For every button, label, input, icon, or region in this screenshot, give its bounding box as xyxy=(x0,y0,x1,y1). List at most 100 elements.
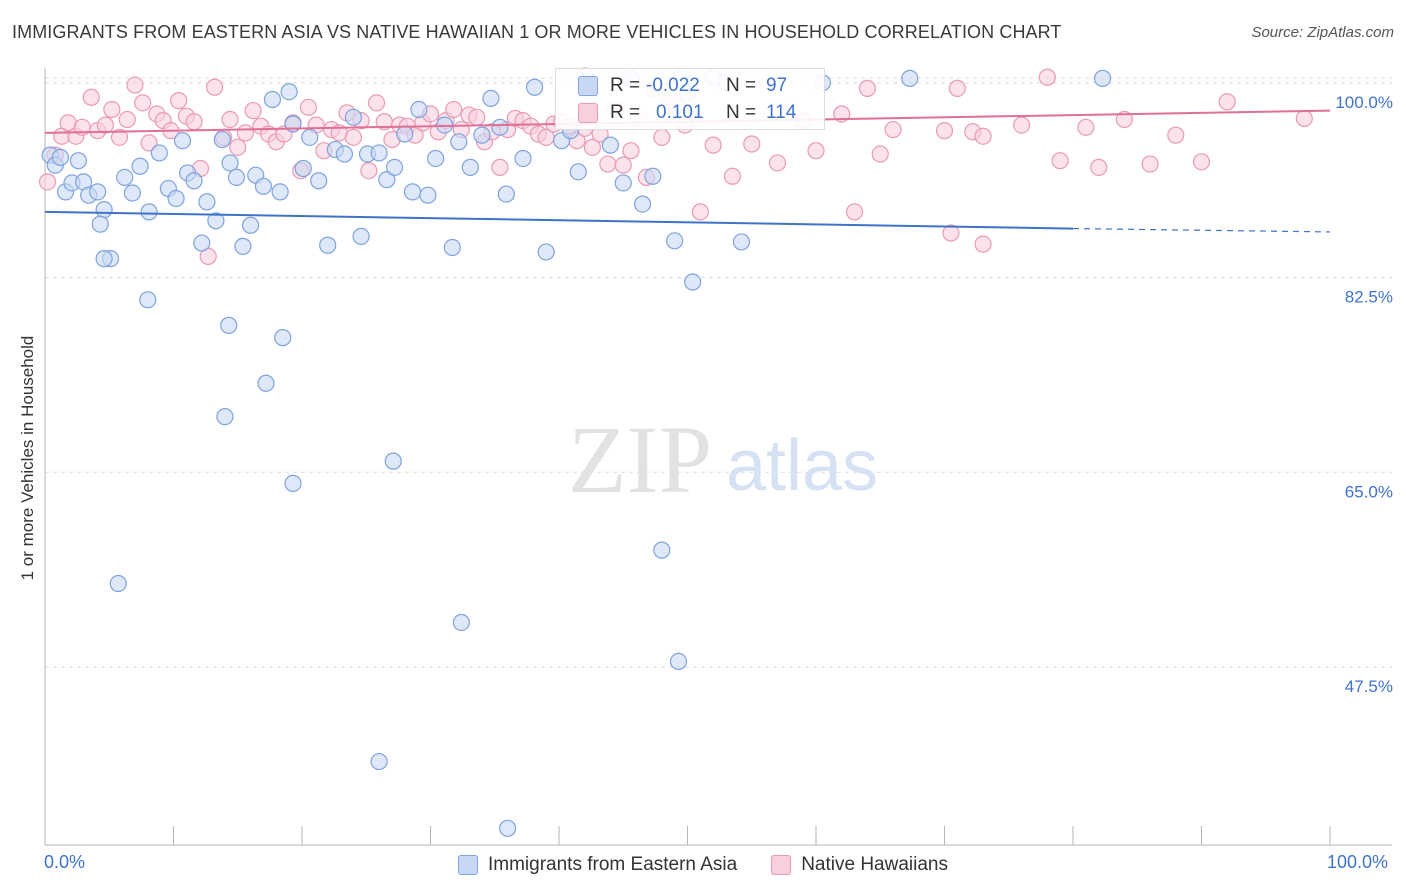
data-point xyxy=(213,130,231,149)
data-point xyxy=(170,92,188,110)
data-point xyxy=(1192,153,1211,171)
data-point xyxy=(116,168,134,186)
data-point xyxy=(845,203,864,221)
data-point xyxy=(1093,69,1112,87)
data-point xyxy=(254,177,273,195)
watermark-atlas: atlas xyxy=(726,426,878,506)
data-point xyxy=(1012,116,1031,134)
data-point xyxy=(833,105,851,123)
data-point xyxy=(82,88,100,106)
data-point xyxy=(452,613,470,632)
data-point xyxy=(263,90,282,109)
legend-swatch-pink xyxy=(771,855,792,875)
data-point xyxy=(123,184,141,202)
y-axis-label: 1 or more Vehicles in Household xyxy=(18,335,37,581)
legend-swatch-blue xyxy=(458,855,478,875)
data-point xyxy=(525,78,544,96)
data-point xyxy=(942,224,960,242)
data-point xyxy=(514,149,532,168)
data-point xyxy=(352,227,370,245)
legend-item-eastern-asia[interactable]: Immigrants from Eastern Asia xyxy=(458,854,737,876)
data-point xyxy=(69,152,88,170)
data-point xyxy=(901,69,919,87)
data-point xyxy=(335,145,354,163)
data-point xyxy=(118,110,136,129)
data-point xyxy=(468,108,486,126)
data-point xyxy=(935,122,954,140)
data-point xyxy=(1090,158,1108,176)
data-point xyxy=(234,237,252,255)
data-point xyxy=(704,136,722,154)
data-point xyxy=(110,128,129,146)
data-point xyxy=(207,212,225,230)
data-point xyxy=(126,76,144,94)
r-value: 0.101 xyxy=(656,102,704,123)
chart-title: IMMIGRANTS FROM EASTERN ASIA VS NATIVE H… xyxy=(12,22,1062,42)
data-point xyxy=(633,195,652,213)
r-label: R = xyxy=(610,102,641,123)
data-point xyxy=(229,138,247,156)
stats-row-pink: R = 0.101 N = 114 xyxy=(578,99,796,127)
data-point xyxy=(242,216,260,234)
data-point xyxy=(378,171,396,189)
grid-lines xyxy=(45,77,1392,668)
data-point xyxy=(614,156,632,174)
data-point xyxy=(1077,118,1095,136)
data-point xyxy=(271,183,289,201)
data-point xyxy=(948,79,966,97)
data-point xyxy=(301,128,319,146)
data-point xyxy=(569,163,587,181)
data-point xyxy=(1038,68,1056,86)
r-value: -0.022 xyxy=(646,75,700,96)
legend-label: Native Hawaiians xyxy=(801,854,948,875)
data-point xyxy=(732,233,751,251)
trend-line-eastern-asia-extension xyxy=(1072,227,1331,233)
data-point xyxy=(473,126,491,144)
data-point xyxy=(103,100,121,119)
data-point xyxy=(419,186,437,204)
y-tick-label: 100.0% xyxy=(1335,93,1393,112)
data-point xyxy=(871,145,889,163)
data-point xyxy=(1167,126,1185,144)
y-tick-labels: 100.0% 82.5% 65.0% 47.5% xyxy=(1335,93,1393,696)
data-point xyxy=(807,142,825,160)
axes xyxy=(44,68,1392,846)
data-point xyxy=(1295,109,1313,128)
x-tick-right: 100.0% xyxy=(1327,852,1389,872)
watermark: ZIP atlas xyxy=(568,406,878,513)
n-label: N = xyxy=(726,102,757,123)
data-point xyxy=(684,273,702,291)
stats-box: R = -0.022 N = 97 R = 0.101 N = 114 xyxy=(555,68,825,130)
data-point xyxy=(443,238,461,257)
data-point xyxy=(344,128,362,146)
data-point xyxy=(491,158,509,176)
y-tick-label: 65.0% xyxy=(1345,482,1393,501)
y-tick-label: 82.5% xyxy=(1345,288,1393,307)
data-point xyxy=(599,155,617,173)
data-point xyxy=(150,144,168,162)
data-point xyxy=(768,154,787,172)
legend-item-native-hawaiians[interactable]: Native Hawaiians xyxy=(771,854,948,876)
stats-row-blue: R = -0.022 N = 97 xyxy=(578,72,787,100)
data-point xyxy=(96,116,114,134)
data-point xyxy=(206,78,224,96)
data-point xyxy=(274,329,292,347)
data-point xyxy=(91,215,109,233)
data-point xyxy=(38,173,57,191)
trend-line-eastern-asia xyxy=(44,210,1074,230)
data-point xyxy=(367,94,386,112)
data-point xyxy=(220,316,238,334)
y-tick-label: 47.5% xyxy=(1345,677,1393,696)
data-point xyxy=(445,100,463,119)
data-point xyxy=(319,236,337,254)
data-point xyxy=(666,232,684,250)
data-point xyxy=(221,154,239,172)
data-point xyxy=(482,89,500,107)
data-point xyxy=(109,574,127,593)
source-label: Source: ZipAtlas.com xyxy=(1251,24,1394,41)
data-point xyxy=(403,183,422,201)
data-point xyxy=(461,158,479,176)
data-point xyxy=(139,291,157,309)
data-point xyxy=(140,203,158,221)
